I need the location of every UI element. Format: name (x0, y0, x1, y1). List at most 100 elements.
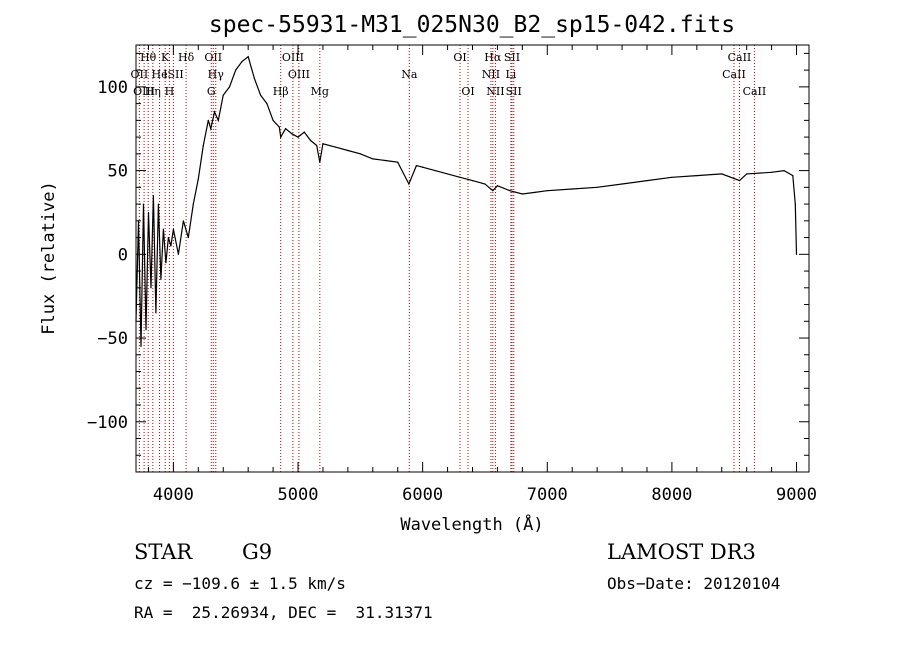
flux-point (253, 77, 255, 80)
line-label: K (161, 51, 170, 64)
y-tick-label: 0 (118, 245, 128, 265)
flux-point (347, 149, 349, 152)
line-label: SII (506, 85, 522, 98)
y-axis-label: Flux (relative) (39, 181, 59, 335)
flux-point (384, 159, 386, 162)
flux-point (309, 139, 312, 142)
x-axis-ticks: 4000 5000 6000 7000 8000 9000 (147, 45, 817, 505)
line-label: Li (505, 68, 516, 81)
flux-point (297, 136, 299, 138)
flux-point (534, 191, 536, 193)
line-label: Hθ (140, 51, 157, 64)
flux-series (135, 55, 798, 348)
line-label: OI (453, 51, 466, 64)
flux-point (177, 253, 179, 255)
line-label: H (165, 85, 175, 98)
line-label: SII (504, 51, 520, 64)
flux-point (202, 144, 204, 147)
line-label: Hδ (178, 51, 195, 64)
line-label: CaII (722, 68, 746, 81)
flux-point (316, 144, 318, 147)
flux-point (509, 190, 511, 192)
flux-point (197, 178, 199, 180)
flux-point (278, 126, 280, 128)
flux-point (213, 111, 216, 113)
flux-point (142, 203, 145, 205)
line-label: G (207, 85, 216, 98)
observation-date: Obs−Date: 20120104 (607, 574, 781, 593)
line-label: Mg (311, 85, 329, 98)
line-label: NII (486, 85, 504, 98)
chart-title: spec-55931-M31_025N30_B2_sp15-042.fits (209, 12, 735, 38)
y-axis-ticks: −100 −50 0 50 100 (87, 52, 809, 456)
x-axis-label: Wavelength (Å) (400, 513, 543, 535)
x-tick-label: 5000 (278, 485, 319, 505)
flux-point (496, 185, 499, 187)
coordinates: RA = 25.26934, DEC = 31.31371 (134, 603, 433, 622)
flux-point (303, 131, 305, 133)
flux-point (334, 146, 337, 148)
line-label: Hγ (208, 68, 225, 81)
flux-point (408, 183, 410, 185)
flux-point (546, 190, 548, 192)
flux-point (721, 173, 723, 175)
flux-point (182, 220, 184, 222)
flux-point (783, 169, 785, 172)
flux-point (235, 69, 237, 71)
line-label: OII (131, 68, 149, 81)
flux-point (359, 153, 361, 155)
flux-point (646, 180, 648, 182)
flux-point (280, 136, 282, 138)
line-label: OII (204, 51, 222, 64)
flux-point (792, 175, 794, 177)
flux-point (272, 119, 274, 121)
flux-point (170, 245, 172, 247)
flux-point (222, 94, 224, 96)
flux-point (140, 345, 142, 348)
flux-point (459, 176, 461, 178)
flux-point (422, 166, 424, 168)
flux-point (397, 161, 399, 163)
flux-point (621, 183, 623, 185)
flux-point (738, 180, 741, 182)
flux-point (155, 312, 157, 314)
y-tick-label: −50 (97, 329, 128, 349)
flux-point (771, 171, 773, 173)
flux-point (165, 262, 167, 264)
flux-point (266, 103, 268, 105)
flux-point (160, 278, 162, 281)
object-subclass: G9 (242, 540, 273, 564)
line-label: OI (461, 85, 474, 98)
flux-point (162, 228, 165, 230)
y-tick-label: 50 (108, 162, 128, 182)
flux-line (135, 55, 798, 347)
x-tick-label: 9000 (776, 485, 817, 505)
flux-point (228, 86, 231, 88)
line-label: OIII (282, 51, 304, 64)
object-class: STAR (134, 540, 193, 564)
flux-point (696, 175, 698, 177)
flux-point (284, 128, 287, 130)
survey-name: LAMOST DR3 (607, 540, 756, 564)
line-label: CaII (743, 85, 767, 98)
flux-point (152, 195, 155, 197)
redshift-velocity: cz = −109.6 ± 1.5 km/s (134, 574, 346, 593)
flux-point (260, 94, 262, 96)
flux-point (471, 180, 474, 182)
x-tick-label: 6000 (402, 485, 443, 505)
line-label: Hβ (273, 85, 289, 98)
line-label: Hη (145, 85, 161, 98)
flux-point (210, 128, 212, 130)
line-label: ISII (163, 68, 184, 81)
flux-point (241, 61, 243, 63)
flux-point (434, 169, 436, 172)
x-tick-label: 4000 (153, 485, 194, 505)
flux-point (207, 119, 209, 121)
flux-point (746, 173, 748, 175)
flux-point (521, 193, 523, 195)
flux-point (671, 176, 673, 178)
flux-point (596, 186, 598, 188)
flux-point (291, 133, 293, 135)
flux-point (145, 329, 147, 331)
